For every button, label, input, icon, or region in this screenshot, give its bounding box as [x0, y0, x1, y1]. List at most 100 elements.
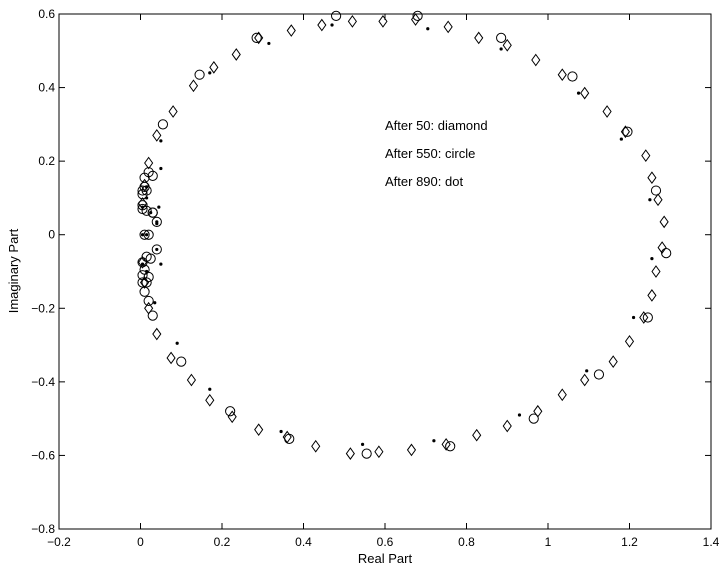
- x-tick-label: 1.4: [703, 535, 720, 549]
- diamond-marker: [311, 439, 321, 453]
- diamond-marker: [647, 289, 657, 302]
- dot-marker: [145, 196, 149, 200]
- dot-marker: [175, 341, 179, 345]
- dot-marker: [155, 247, 159, 252]
- x-axis-label: Real Part: [358, 551, 413, 566]
- annotation-dot: After 890: dot: [385, 174, 463, 189]
- diamond-marker: [580, 86, 590, 100]
- dot-marker: [145, 269, 149, 274]
- circle-marker: [445, 441, 456, 452]
- circle-marker: [284, 433, 295, 444]
- dot-marker: [360, 442, 365, 446]
- diamond-marker: [443, 20, 453, 34]
- circle-marker: [137, 277, 148, 288]
- diamond-marker: [602, 105, 612, 118]
- diamond-marker: [205, 393, 215, 407]
- circle-marker: [145, 253, 156, 264]
- circle-marker: [157, 119, 169, 130]
- circle-marker: [225, 406, 236, 417]
- y-tick-label: 0.2: [38, 154, 55, 168]
- dot-marker: [145, 233, 149, 237]
- y-tick-label: −0.4: [31, 375, 55, 389]
- diamond-marker: [641, 149, 651, 162]
- diamond-marker: [317, 18, 327, 32]
- dot-marker: [155, 222, 159, 226]
- dot-marker: [576, 91, 581, 95]
- circle-marker: [151, 216, 162, 227]
- diamond-marker: [653, 193, 663, 207]
- diamond-marker: [557, 68, 567, 82]
- diamond-marker: [188, 79, 199, 93]
- circle-marker: [143, 295, 154, 307]
- diamond-marker: [152, 327, 162, 341]
- circle-marker: [141, 277, 152, 288]
- dot-marker: [426, 27, 430, 31]
- circle-marker: [151, 244, 162, 255]
- diamond-marker: [531, 53, 541, 67]
- y-axis-label: Imaginary Part: [6, 228, 21, 313]
- diamond-marker: [502, 419, 512, 433]
- diamond-marker: [624, 335, 635, 348]
- diamond-marker: [144, 156, 154, 170]
- dot-marker: [145, 185, 149, 189]
- circle-marker: [147, 207, 158, 218]
- dot-marker: [159, 166, 163, 171]
- diamond-marker: [347, 15, 357, 28]
- diamond-marker: [657, 241, 667, 254]
- dot-marker: [432, 439, 436, 443]
- dot-marker: [648, 198, 652, 202]
- diamond-marker: [651, 265, 661, 278]
- diamond-marker: [286, 24, 296, 37]
- dot-marker: [267, 41, 271, 46]
- x-tick-label: 0: [137, 535, 144, 549]
- dot-marker: [499, 47, 503, 51]
- circle-marker: [567, 71, 578, 82]
- dot-marker: [140, 205, 145, 209]
- x-tick-label: 1: [545, 535, 552, 549]
- dot-marker: [650, 257, 654, 261]
- dot-marker: [279, 429, 283, 434]
- dot-marker: [585, 369, 589, 373]
- circle-marker: [361, 448, 372, 459]
- diamond-marker: [406, 443, 417, 457]
- circle-marker: [412, 10, 423, 21]
- circle-marker: [139, 229, 150, 240]
- dot-marker: [208, 71, 212, 75]
- dot-marker: [159, 139, 163, 143]
- annotation-circle: After 550: circle: [385, 146, 475, 161]
- diamond-marker: [254, 423, 264, 437]
- dot-marker: [330, 23, 334, 27]
- diamond-marker: [186, 373, 197, 387]
- circle-marker: [194, 69, 205, 80]
- diamond-marker: [345, 447, 355, 460]
- diamond-marker: [137, 255, 148, 269]
- data-marks: [137, 10, 672, 460]
- annotation-diamond: After 50: diamond: [385, 118, 488, 133]
- x-tick-label: 1.2: [621, 535, 638, 549]
- diamond-marker: [374, 445, 384, 459]
- circle-marker: [593, 369, 605, 380]
- diamond-marker: [502, 38, 512, 52]
- y-tick-label: 0.4: [38, 81, 55, 95]
- x-tick-label: 0.8: [458, 535, 475, 549]
- diamond-marker: [168, 105, 178, 118]
- dot-marker: [153, 301, 157, 305]
- diamond-marker: [474, 31, 484, 45]
- diamond-marker: [166, 351, 176, 365]
- dot-marker: [149, 211, 153, 215]
- dot-marker: [159, 262, 163, 266]
- diamond-marker: [580, 373, 590, 387]
- diamond-marker: [209, 60, 219, 74]
- circle-marker: [137, 185, 148, 196]
- x-tick-label: 0.6: [377, 535, 394, 549]
- y-tick-label: −0.2: [31, 301, 55, 315]
- circle-marker: [528, 413, 539, 424]
- dot-marker: [140, 233, 145, 237]
- circle-marker: [496, 32, 507, 44]
- x-tick-label: −0.2: [47, 535, 71, 549]
- diamond-marker: [608, 355, 618, 368]
- circle-marker: [622, 126, 633, 137]
- dot-marker: [619, 137, 623, 141]
- y-tick-label: −0.6: [31, 448, 55, 462]
